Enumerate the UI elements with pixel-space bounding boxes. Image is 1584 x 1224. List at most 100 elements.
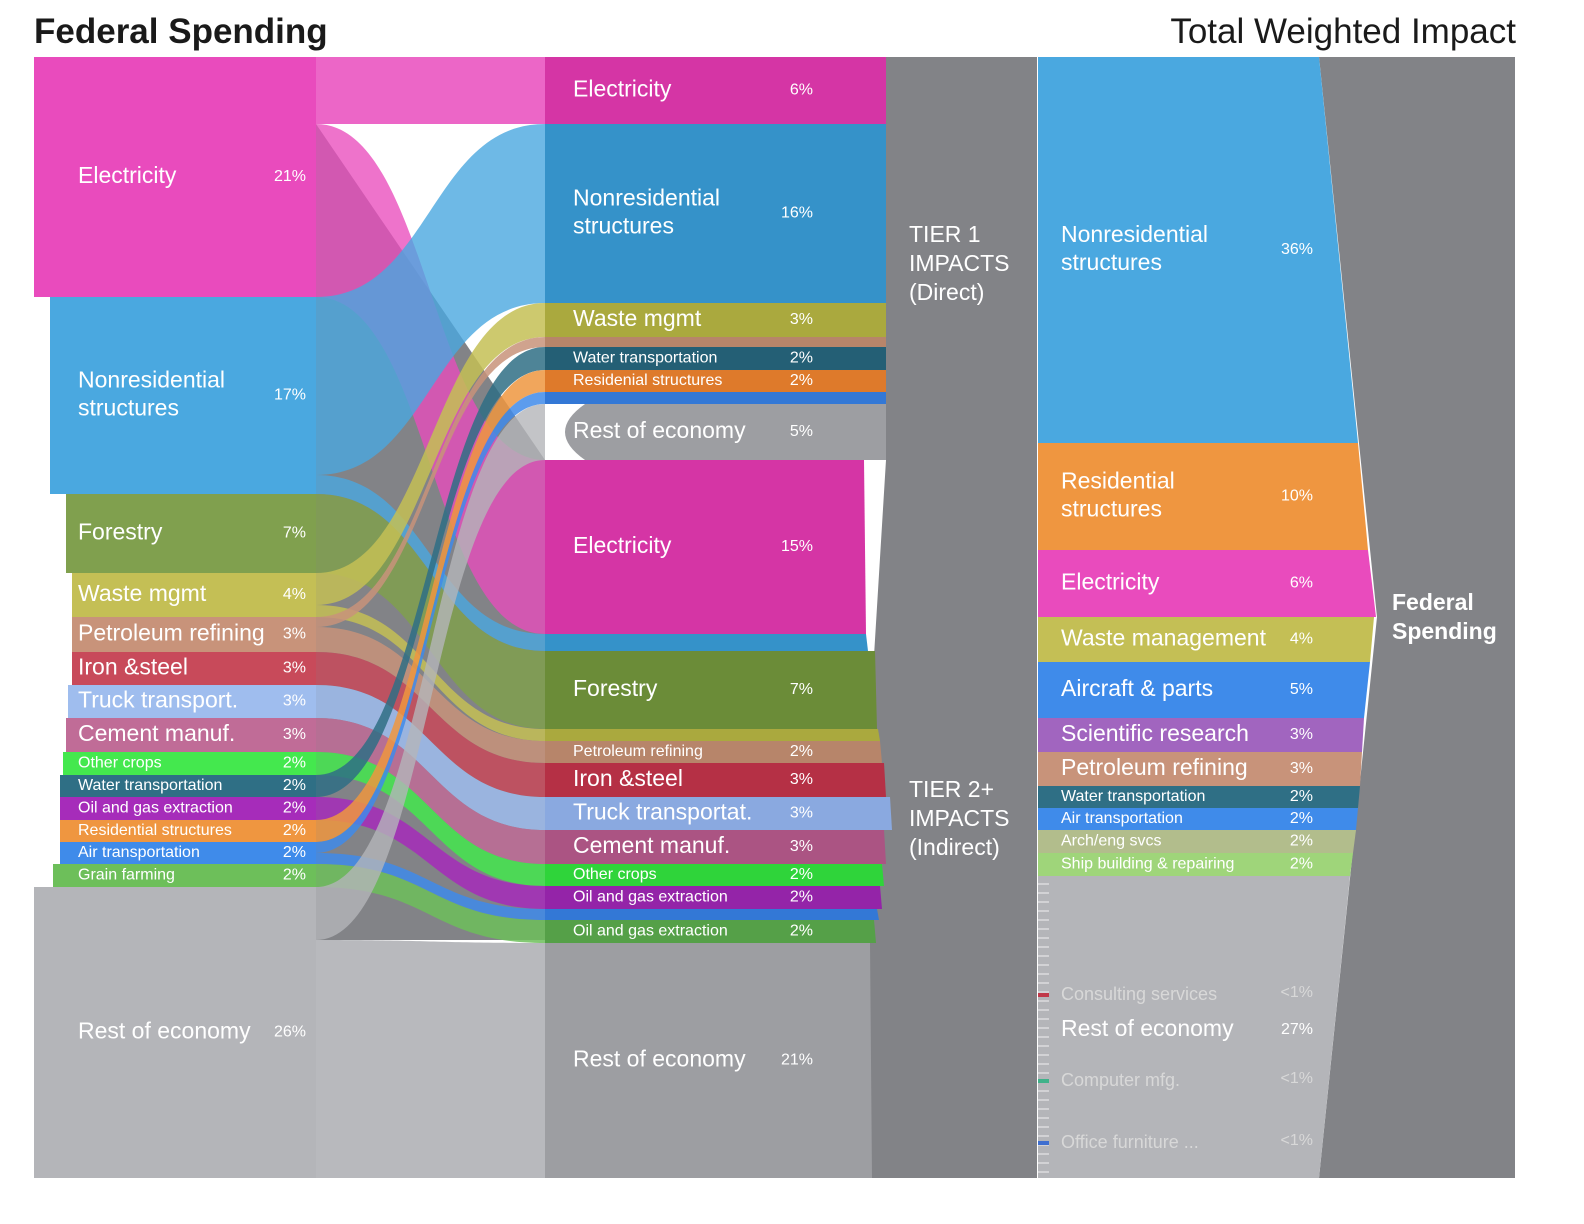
left-node-residential-structures <box>60 820 316 842</box>
left-node-nonresidential-structures <box>50 297 316 494</box>
right-label: structures <box>1061 249 1162 275</box>
middle-label: Rest of economy <box>573 417 746 443</box>
middle-pct: 2% <box>790 372 813 389</box>
middle-pct: 3% <box>790 311 813 328</box>
left-label: Grain farming <box>78 867 175 884</box>
tier1-node-band <box>545 337 886 347</box>
left-pct: 2% <box>283 800 306 817</box>
flow-link <box>316 370 545 842</box>
middle-label: Rest of economy <box>573 1046 746 1072</box>
right-node-air-transportation <box>1038 808 1358 830</box>
left-node-grain-farming <box>53 864 316 887</box>
tier1-node-residenial-structures <box>545 370 886 392</box>
left-node-rest-of-economy <box>34 887 316 1178</box>
left-label: Water transportation <box>78 777 222 794</box>
tier2-node-oil-and-gas-extraction <box>545 886 882 909</box>
right-label: structures <box>1061 496 1162 522</box>
flow-link <box>316 337 545 627</box>
right-node-rest-of-economy <box>1038 876 1350 1178</box>
flow-link <box>316 57 545 124</box>
right-label: Petroleum refining <box>1061 754 1248 780</box>
right-node-nonresidential-structures <box>1038 57 1358 443</box>
middle-pct: 2% <box>790 743 813 760</box>
left-node-air-transportation <box>60 842 316 864</box>
right-bar-label: Federal <box>1392 589 1474 615</box>
right-pct: 2% <box>1290 788 1313 805</box>
tier2-label: IMPACTS <box>909 805 1010 831</box>
left-pct: 3% <box>283 726 306 743</box>
faded-sector-pct: <1% <box>1281 1070 1313 1087</box>
left-pct: 2% <box>283 777 306 794</box>
middle-pct: 5% <box>790 423 813 440</box>
left-node-waste-mgmt <box>72 573 316 617</box>
flow-link <box>316 303 545 605</box>
left-pct: 26% <box>274 1024 306 1041</box>
middle-label: Electricity <box>573 532 672 558</box>
left-label: Petroleum refining <box>78 620 265 646</box>
right-node-aircraft-parts <box>1038 662 1370 718</box>
tier1-label: (Direct) <box>909 279 984 305</box>
tier2-node-cement-manuf <box>545 830 886 864</box>
middle-pct: 21% <box>781 1052 813 1069</box>
middle-label: Nonresidential <box>573 185 720 211</box>
tier2-node-band <box>545 729 880 741</box>
left-pct: 2% <box>283 844 306 861</box>
right-pct: 27% <box>1281 1021 1313 1038</box>
tier2-node-forestry <box>545 651 877 729</box>
middle-label: Electricity <box>573 76 672 102</box>
middle-label: Iron &steel <box>573 765 683 791</box>
middle-pct: 3% <box>790 838 813 855</box>
right-label: Electricity <box>1061 569 1160 595</box>
left-label: Truck transport. <box>78 687 238 713</box>
right-pct: 2% <box>1290 810 1313 827</box>
flow-link <box>316 124 545 475</box>
left-label: Waste mgmt <box>78 580 207 606</box>
tier1-node-rest-of-economy <box>565 404 886 460</box>
faded-sector-pct: <1% <box>1281 1132 1313 1149</box>
middle-pct: 2% <box>790 923 813 940</box>
left-pct: 4% <box>283 586 306 603</box>
faded-sector-label: Consulting services <box>1061 984 1217 1004</box>
tier1-label: TIER 1 <box>909 221 981 247</box>
right-pct: 2% <box>1290 833 1313 850</box>
right-node-scientific-research <box>1038 718 1364 752</box>
left-pct: 2% <box>283 867 306 884</box>
right-label: Aircraft & parts <box>1061 675 1213 701</box>
left-label: Iron &steel <box>78 654 188 680</box>
right-pct: 10% <box>1281 488 1313 505</box>
right-label: Residential <box>1061 468 1175 494</box>
left-node-petroleum-refining <box>72 617 316 652</box>
left-label: structures <box>78 395 179 421</box>
flow-link <box>316 347 545 797</box>
middle-label: Oil and gas extraction <box>573 889 728 906</box>
left-pct: 3% <box>283 626 306 643</box>
left-label: Rest of economy <box>78 1018 251 1044</box>
middle-pct: 3% <box>790 805 813 822</box>
right-bar-label: Spending <box>1392 618 1497 644</box>
right-label: Arch/eng svcs <box>1061 833 1161 850</box>
left-label: Forestry <box>78 519 163 545</box>
left-label: Cement manuf. <box>78 720 235 746</box>
tier2-label: TIER 2+ <box>909 776 994 802</box>
middle-label: Waste mgmt <box>573 305 702 331</box>
middle-pct: 16% <box>781 205 813 222</box>
right-node-water-transportation <box>1038 786 1360 808</box>
faded-sector-swatch <box>1038 993 1049 997</box>
tier2-node-rest-of-economy <box>545 943 872 1178</box>
right-pct: 6% <box>1290 575 1313 592</box>
faded-sector-label: Office furniture ... <box>1061 1132 1199 1152</box>
federal-spending-right-band <box>1319 57 1515 1178</box>
tier1-node-electricity <box>545 57 886 124</box>
middle-label: Water transportation <box>573 350 717 367</box>
left-label: Electricity <box>78 162 177 188</box>
left-node-other-crops <box>63 752 316 775</box>
left-node-electricity <box>34 57 316 297</box>
left-label: Residential structures <box>78 822 232 839</box>
left-node-forestry <box>66 494 316 573</box>
right-pct: 4% <box>1290 631 1313 648</box>
right-label: Waste management <box>1061 625 1267 651</box>
flow-link <box>316 404 545 940</box>
tier2-node-other-crops <box>545 864 884 886</box>
tier2-node-electricity <box>545 460 866 634</box>
